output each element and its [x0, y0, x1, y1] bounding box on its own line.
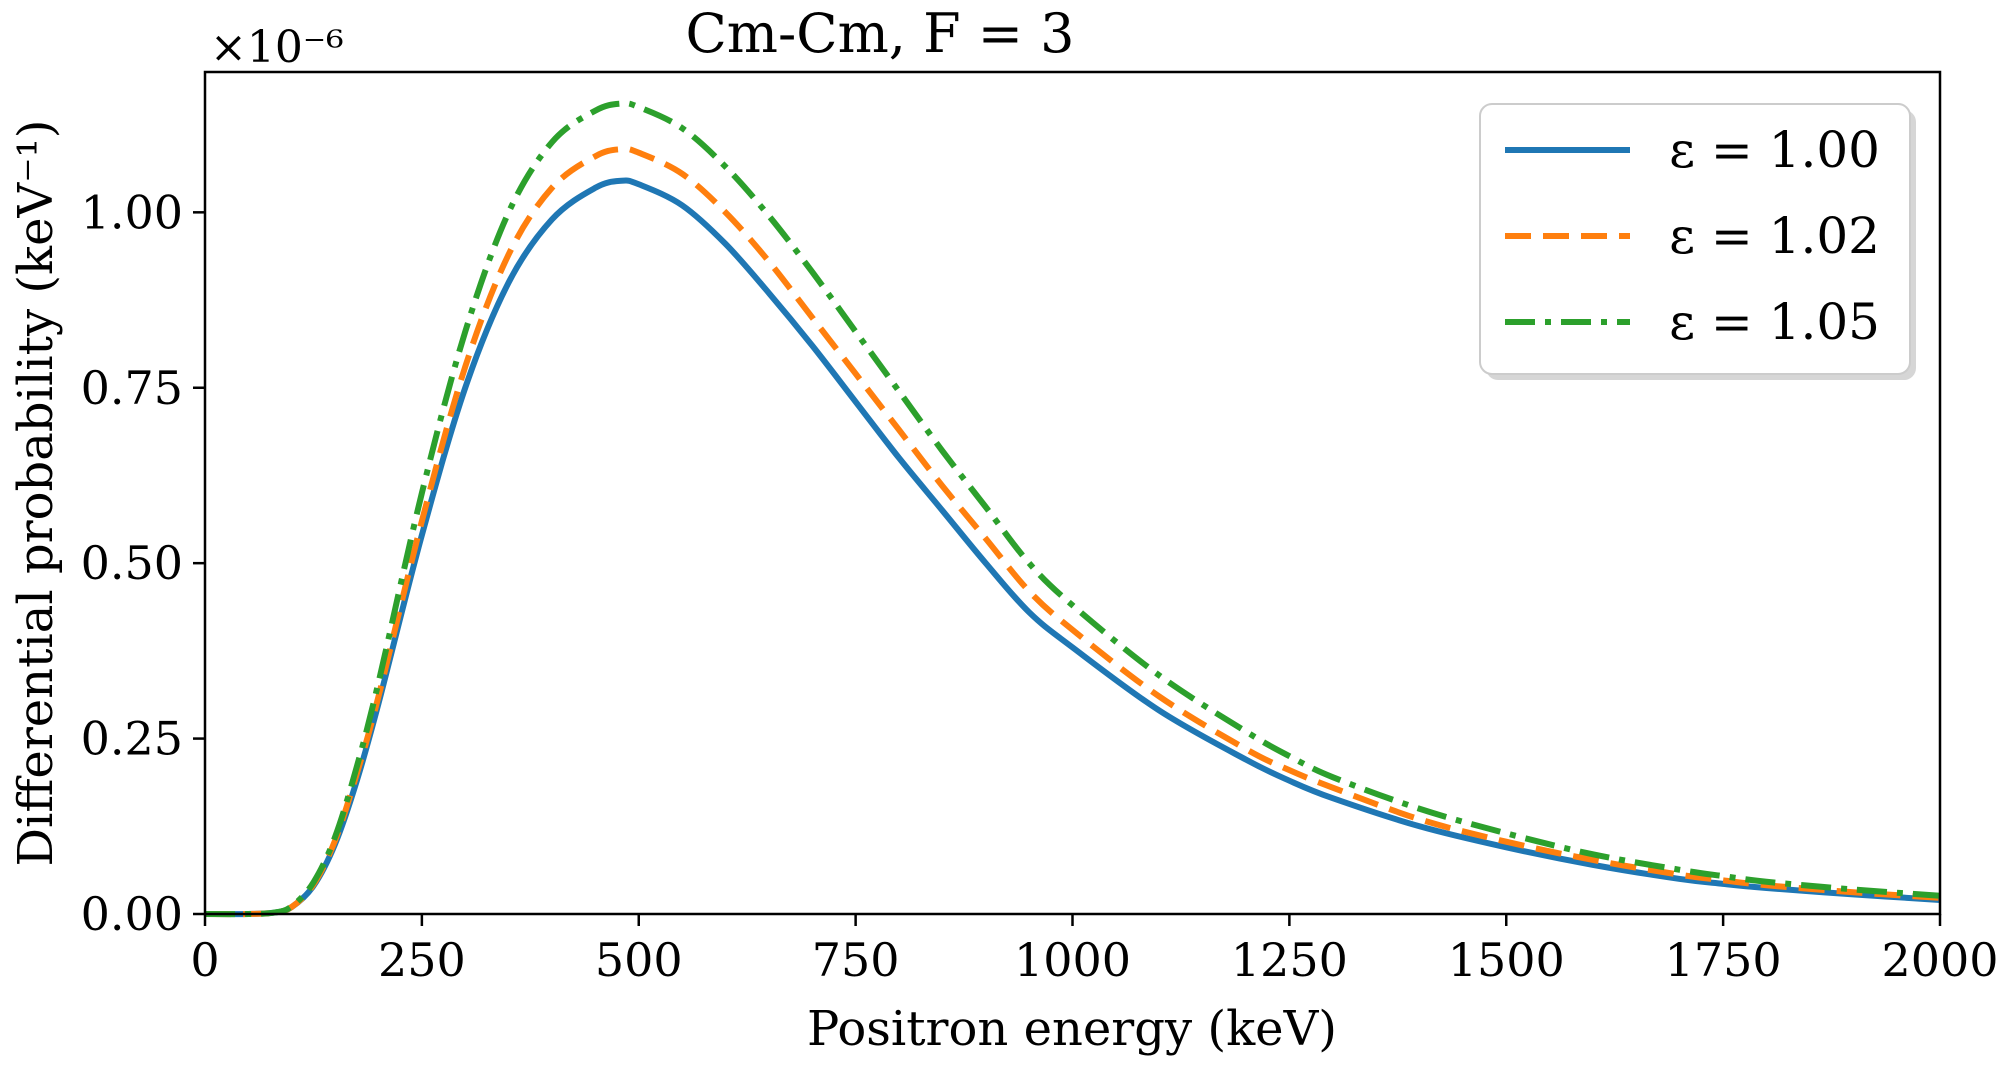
legend: ε = 1.00 ε = 1.02 ε = 1.05 [1479, 103, 1916, 380]
legend-items: ε = 1.00 ε = 1.02 ε = 1.05 [1505, 121, 1880, 351]
chart-title: Cm-Cm, F = 3 [685, 2, 1074, 65]
series-line-2 [204, 145, 1941, 918]
y-tick-label: 0.75 [81, 361, 183, 415]
legend-label-2: ε = 1.02 [1669, 207, 1880, 265]
series-layer [204, 100, 1941, 918]
y-tick-label: 0.00 [81, 887, 183, 941]
x-tick-label: 1750 [1665, 933, 1782, 987]
y-tick-label: 0.50 [81, 536, 183, 590]
legend-label-1: ε = 1.00 [1669, 121, 1880, 179]
series-line-3 [204, 100, 1941, 918]
y-axis-label: Differential probability (keV⁻¹) [8, 119, 64, 866]
x-tick-label: 1500 [1448, 933, 1565, 987]
x-axis-ticks: 0 250 500 750 1000 1250 1500 1750 2000 [190, 914, 1996, 987]
legend-box [1479, 103, 1911, 375]
x-axis-label: Positron energy (keV) [807, 1001, 1337, 1057]
x-tick-label: 0 [190, 933, 219, 987]
y-axis-multiplier: ×10⁻⁶ [210, 22, 344, 73]
legend-label-3: ε = 1.05 [1669, 293, 1880, 351]
x-tick-label: 750 [812, 933, 900, 987]
x-tick-label: 2000 [1881, 933, 1996, 987]
x-tick-label: 500 [595, 933, 683, 987]
x-tick-label: 1000 [1014, 933, 1131, 987]
x-tick-label: 250 [378, 933, 466, 987]
y-axis-ticks: 0.00 0.25 0.50 0.75 1.00 [81, 185, 205, 941]
x-tick-label: 1250 [1231, 933, 1348, 987]
y-tick-label: 0.25 [81, 712, 183, 766]
y-tick-label: 1.00 [81, 185, 183, 239]
